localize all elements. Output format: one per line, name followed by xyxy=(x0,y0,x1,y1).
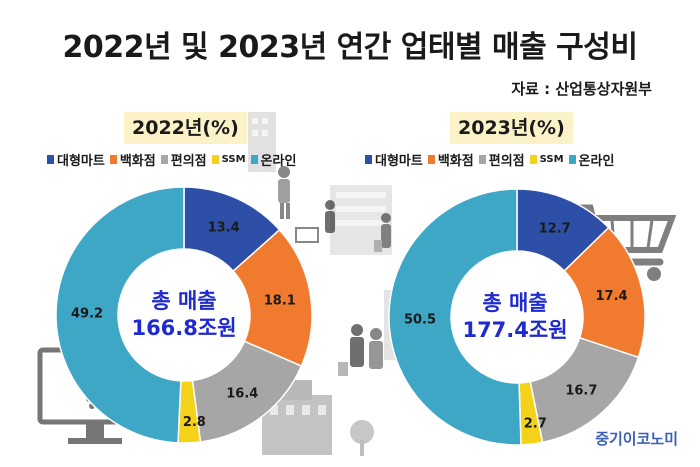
data-label-백화점: 17.4 xyxy=(595,289,627,304)
data-label-SSM: 2.7 xyxy=(524,416,547,431)
shopper-icon xyxy=(278,166,391,376)
legend-label: 편의점 xyxy=(170,154,207,169)
legend-label: 대형마트 xyxy=(375,154,423,169)
donut-chart-2022: 13.4 18.1 16.4 2.8 49.2 xyxy=(55,186,313,444)
data-label-대형마트: 13.4 xyxy=(208,220,240,235)
source-note: 자료 : 산업통상자원부 xyxy=(511,80,652,98)
legend-label: 온라인 xyxy=(260,154,297,169)
legend-label: 백화점 xyxy=(119,154,156,169)
legend-swatch xyxy=(478,155,486,164)
page-title: 2022년 및 2023년 연간 업태별 매출 구성비 xyxy=(62,30,638,65)
donut-hole xyxy=(118,249,250,381)
center-value: 166.8조원 xyxy=(131,316,237,340)
donut-chart-2023: 12.7 17.4 16.7 2.7 50.5 xyxy=(388,188,646,446)
legend-swatch xyxy=(47,155,54,164)
legend-swatch xyxy=(109,155,117,164)
chart-title-2022: 2022년(%) xyxy=(124,112,247,144)
legend-swatch xyxy=(529,155,537,164)
center-label: 총 매출 xyxy=(482,291,548,315)
data-label-대형마트: 12.7 xyxy=(539,222,571,237)
brand-logo: 중기이코노미 xyxy=(595,430,678,448)
tree-icon xyxy=(350,420,374,456)
legend-label: 대형마트 xyxy=(57,154,105,169)
center-total-2023: 총 매출 177.4조원 xyxy=(440,290,590,344)
legend-label: SSM xyxy=(539,154,564,165)
legend-swatch xyxy=(568,155,576,164)
legend-2022: 대형마트 백화점 편의점 SSM 온라인 xyxy=(42,150,296,169)
legend-label: SSM xyxy=(221,154,246,165)
chart-title-2023: 2023년(%) xyxy=(450,112,573,144)
data-label-온라인: 49.2 xyxy=(71,307,103,322)
data-label-편의점: 16.4 xyxy=(226,387,258,402)
data-label-백화점: 18.1 xyxy=(264,294,296,309)
legend-swatch xyxy=(160,155,168,164)
data-label-편의점: 16.7 xyxy=(565,384,597,399)
legend-swatch xyxy=(365,155,372,164)
legend-label: 편의점 xyxy=(488,154,525,169)
legend-swatch xyxy=(427,155,435,164)
center-label: 총 매출 xyxy=(151,289,217,313)
legend-2023: 대형마트 백화점 편의점 SSM 온라인 xyxy=(360,150,614,169)
legend-label: 온라인 xyxy=(578,154,615,169)
legend-swatch xyxy=(250,155,258,164)
legend-swatch xyxy=(211,155,219,164)
legend-label: 백화점 xyxy=(437,154,474,169)
data-label-SSM: 2.8 xyxy=(183,415,206,430)
center-value: 177.4조원 xyxy=(462,318,568,342)
data-label-온라인: 50.5 xyxy=(404,313,436,328)
center-total-2022: 총 매출 166.8조원 xyxy=(109,288,259,342)
donut-hole xyxy=(451,251,583,383)
